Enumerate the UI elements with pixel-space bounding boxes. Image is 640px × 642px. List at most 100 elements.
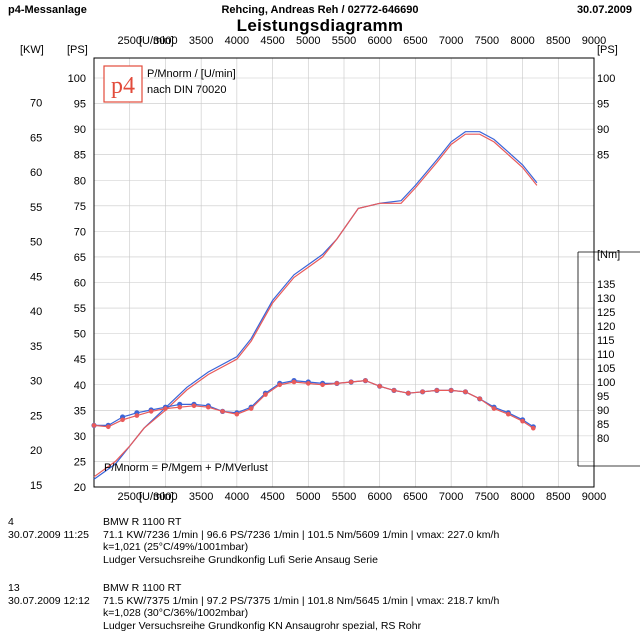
torque-point-run-13 [205,404,211,410]
power-torque-chart: 2500 2500 3000 3000 3500 3500 4000 4000 4500 4500… [20,35,640,503]
nm-tick-label: 95 [597,391,609,403]
ps-tick-label: 50 [74,329,86,341]
ps-tick-label: 40 [74,380,86,392]
torque-point-run-13 [505,411,511,417]
ps-tick-label: 75 [74,201,86,213]
nm-tick-label: 135 [597,279,615,291]
series-line-power-run-13 [93,133,538,478]
torque-point-run-13 [91,423,97,428]
nm-tick-label: 105 [597,363,615,375]
ps-tick-label: 30 [74,431,86,443]
x-tick-label-bottom: 8500 [546,491,570,503]
kw-tick-label: 15 [30,480,42,492]
kw-tick-label: 45 [30,271,42,283]
x-tick-label-top: 8500 [546,35,570,47]
torque-point-run-13 [320,382,325,388]
nm-tick-label: 130 [597,293,615,305]
x-tick-label-bottom: 7000 [439,491,463,503]
x-tick-label-bottom: 2500 [117,491,141,503]
axis-ticks: 2500 2500 3000 3000 3500 3500 4000 4000 4500 4500… [30,35,615,503]
x-tick-label-bottom: 5000 [296,491,320,503]
torque-point-run-13 [530,425,536,431]
ps-tick-label-right: 90 [597,124,609,136]
x-tick-label-bottom: 6500 [403,491,427,503]
run-results: 71.1 KW/7236 1/min | 96.6 PS/7236 1/min … [103,528,500,541]
ps-tick-label: 85 [74,150,86,162]
x-tick-label-top: 9000 [582,35,606,47]
run-vehicle: BMW R 1100 RT [103,516,182,528]
x-tick-label-top: 4500 [260,35,284,47]
run-number: 13 [8,582,20,594]
legend-line-2: nach DIN 70020 [147,84,227,96]
kw-axis-label: [KW] [20,44,44,56]
torque-point-run-13 [448,388,454,393]
torque-point-run-13 [263,392,268,397]
p4-logo-text: p4 [111,73,135,99]
kw-tick-label: 50 [30,237,42,249]
data-series [91,131,538,480]
x-tick-label-bottom: 9000 [582,491,606,503]
kw-tick-label: 30 [30,376,42,388]
torque-point-run-13 [220,409,225,414]
kw-tick-label: 35 [30,341,42,353]
nm-tick-label: 115 [597,335,615,347]
ps-tick-label: 70 [74,226,86,238]
ps-tick-label: 60 [74,278,86,290]
nm-axis-frame [577,251,640,467]
chart-title: Leistungsdiagramm [236,16,404,35]
x-tick-label-top: 6500 [403,35,427,47]
torque-point-run-13 [434,388,440,393]
x-tick-label-top: 2500 [117,35,141,47]
p4-logo [103,65,143,103]
x-tick-label-bottom: 4500 [260,491,284,503]
x-tick-label-top: 7000 [439,35,463,47]
operator-info: Rehcing, Andreas Reh / 02772-646690 [221,4,419,16]
kw-tick-label: 55 [30,202,42,214]
run-conditions: k=1,021 (25°C/49%/1001mbar) [103,541,249,553]
legend: p4 P/Mnorm / [U/min] nach DIN 70020 [103,65,236,103]
ps-tick-label: 90 [74,124,86,136]
nm-tick-label: 125 [597,307,615,319]
x-unit-label-top: [U/min] [139,35,174,47]
torque-point-run-13 [420,389,425,395]
run-date: 30.07.2009 11:25 [8,528,89,541]
ps-tick-label-right: 100 [597,73,615,85]
torque-point-run-13 [377,383,383,389]
ps-tick-label: 45 [74,354,86,366]
series-line-torque-run-4 [94,379,534,428]
chart-grid [94,58,594,488]
run-vehicle: BMW R 1100 RT [103,582,182,594]
legend-line-1: P/Mnorm / [U/min] [147,68,236,80]
kw-tick-label: 25 [30,410,42,422]
nm-tick-label: 80 [597,433,609,445]
plot-frame [93,57,595,488]
nm-tick-label: 110 [597,349,615,361]
run-description: Ludger Versuchsreihe Grundkonfig KN Ansa… [103,619,422,632]
ps-tick-label-right: 85 [597,150,609,162]
x-tick-label-bottom: 4000 [225,491,249,503]
torque-point-run-13 [277,382,283,388]
run-date: 30.07.2009 12:12 [8,594,90,607]
ps-tick-label-right: 95 [597,99,609,111]
x-tick-label-top: 3000 [153,35,177,47]
ps-tick-label: 80 [74,175,86,187]
torque-point-run-13 [305,381,311,386]
torque-point-run-13 [291,379,297,385]
torque-point-run-13 [177,404,183,410]
torque-point-run-13 [148,409,154,414]
torque-point-run-13 [163,406,168,411]
ps-tick-label: 65 [74,252,86,264]
kw-tick-label: 20 [30,445,42,457]
torque-point-run-13 [120,417,125,423]
series-line-torque-run-13 [93,379,534,429]
nm-tick-label: 85 [597,419,609,431]
torque-point-run-13 [334,381,340,386]
x-unit-label-bottom: [U/min] [139,491,174,503]
nm-tick-label: 90 [597,405,609,417]
x-tick-label-top: 5500 [332,35,356,47]
x-tick-label-top: 4000 [225,35,249,47]
kw-tick-label: 40 [30,306,42,318]
x-tick-label-top: 8000 [510,35,534,47]
torque-point-run-13 [477,396,483,402]
header-date: 30.07.2009 [576,4,632,16]
